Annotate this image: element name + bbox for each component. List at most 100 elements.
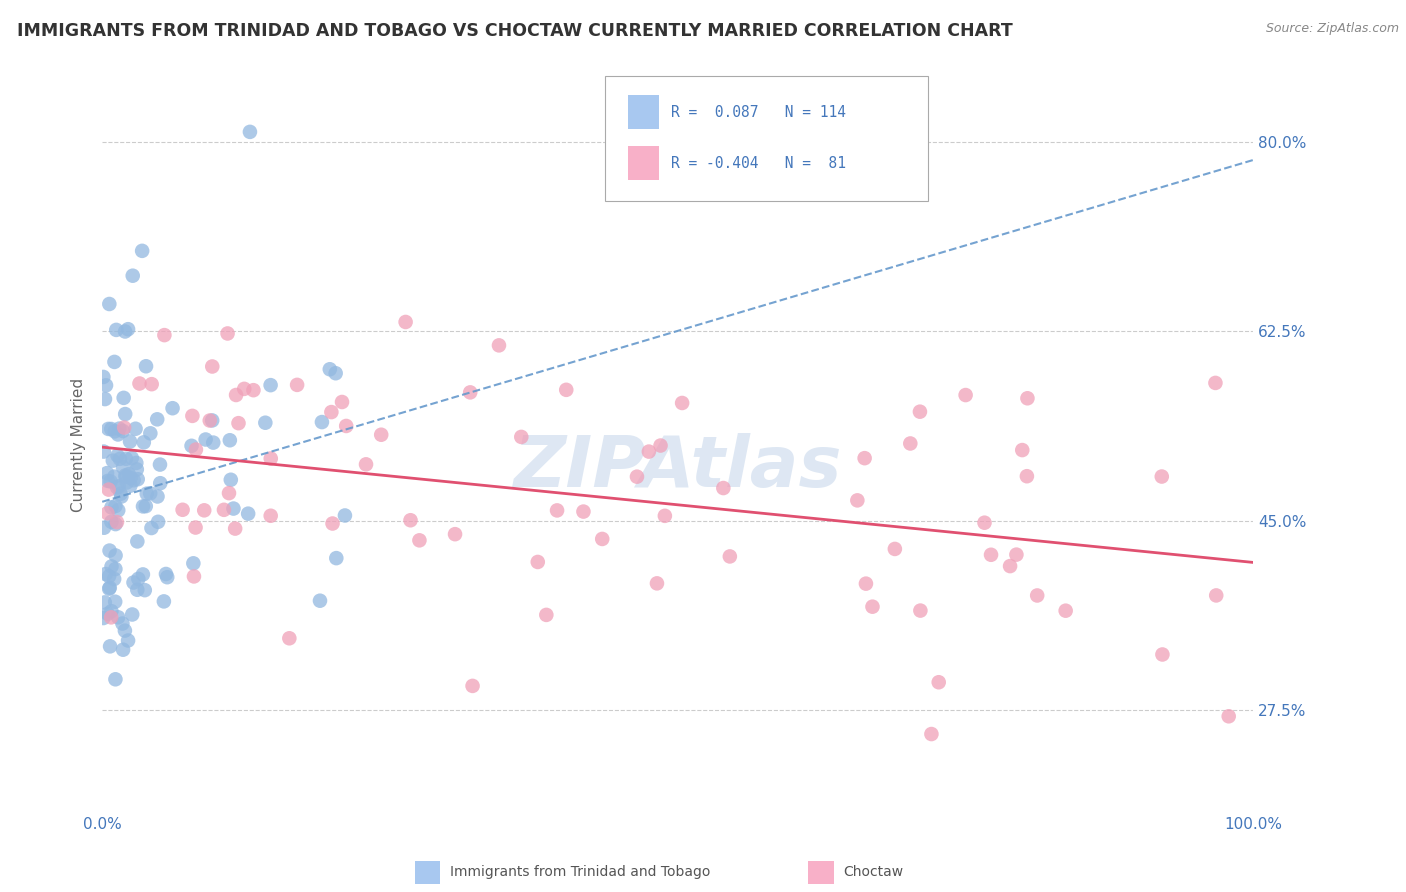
Point bbox=[408, 533, 430, 548]
Point bbox=[149, 458, 172, 472]
Point bbox=[155, 566, 177, 581]
Point bbox=[156, 570, 179, 584]
Point bbox=[394, 315, 416, 329]
Point bbox=[319, 362, 342, 376]
Point bbox=[650, 438, 672, 452]
Point bbox=[107, 449, 129, 463]
Point bbox=[172, 503, 194, 517]
Point bbox=[1205, 589, 1227, 603]
Point bbox=[184, 520, 207, 534]
Point bbox=[202, 435, 225, 450]
Point bbox=[458, 385, 481, 400]
Point bbox=[98, 582, 121, 596]
Text: IMMIGRANTS FROM TRINIDAD AND TOBAGO VS CHOCTAW CURRENTLY MARRIED CORRELATION CHA: IMMIGRANTS FROM TRINIDAD AND TOBAGO VS C… bbox=[17, 22, 1012, 40]
Point bbox=[107, 479, 129, 493]
Point bbox=[201, 413, 224, 427]
Point bbox=[107, 427, 129, 442]
Point bbox=[862, 599, 884, 614]
Point bbox=[998, 559, 1021, 574]
Point bbox=[104, 549, 127, 563]
Point bbox=[149, 476, 172, 491]
Point bbox=[105, 480, 128, 494]
Point bbox=[910, 604, 932, 618]
Point bbox=[121, 268, 143, 283]
Point bbox=[94, 595, 117, 609]
Point bbox=[488, 338, 510, 352]
Point bbox=[536, 607, 558, 622]
Point bbox=[183, 569, 205, 583]
Point bbox=[94, 567, 117, 582]
Point bbox=[93, 444, 115, 458]
Point bbox=[218, 486, 240, 500]
Point bbox=[260, 508, 283, 523]
Point bbox=[98, 543, 121, 558]
Point bbox=[908, 405, 931, 419]
Point bbox=[127, 534, 149, 549]
Point bbox=[110, 487, 132, 501]
Point bbox=[135, 486, 157, 500]
Point bbox=[121, 450, 143, 465]
Point bbox=[980, 548, 1002, 562]
Point bbox=[120, 478, 142, 492]
Point bbox=[311, 415, 333, 429]
Point bbox=[1026, 589, 1049, 603]
Point bbox=[120, 471, 142, 485]
Point bbox=[100, 500, 122, 515]
Point bbox=[325, 551, 347, 566]
Point bbox=[114, 470, 136, 484]
Point bbox=[330, 395, 353, 409]
Point bbox=[132, 567, 155, 582]
Point bbox=[118, 434, 141, 449]
Point bbox=[153, 328, 176, 343]
Point bbox=[260, 451, 283, 466]
Point bbox=[122, 473, 145, 487]
Point bbox=[285, 377, 308, 392]
Point bbox=[103, 469, 125, 483]
Point bbox=[100, 515, 122, 529]
Point bbox=[181, 409, 204, 423]
Point bbox=[94, 378, 117, 392]
Point bbox=[219, 473, 242, 487]
Point bbox=[1150, 469, 1173, 483]
Point bbox=[146, 412, 169, 426]
Point bbox=[111, 424, 134, 438]
Point bbox=[128, 376, 150, 391]
Point bbox=[370, 427, 392, 442]
Point bbox=[115, 451, 138, 466]
Text: Immigrants from Trinidad and Tobago: Immigrants from Trinidad and Tobago bbox=[450, 865, 710, 880]
Text: R = -0.404   N =  81: R = -0.404 N = 81 bbox=[671, 156, 845, 170]
Point bbox=[134, 583, 156, 598]
Point bbox=[153, 594, 176, 608]
Point bbox=[135, 499, 157, 513]
Point bbox=[855, 576, 877, 591]
Point bbox=[198, 413, 221, 427]
Point bbox=[97, 607, 120, 621]
Point bbox=[973, 516, 995, 530]
Point bbox=[222, 501, 245, 516]
Point bbox=[546, 503, 568, 517]
Point bbox=[1015, 469, 1038, 483]
Point bbox=[100, 475, 122, 489]
Point bbox=[354, 458, 377, 472]
Point bbox=[335, 419, 357, 434]
Point bbox=[97, 422, 120, 436]
Point bbox=[98, 569, 121, 583]
Point bbox=[638, 444, 661, 458]
Point bbox=[100, 422, 122, 436]
Point bbox=[626, 469, 648, 483]
Point bbox=[112, 642, 135, 657]
Point bbox=[127, 572, 149, 586]
Point bbox=[218, 434, 240, 448]
Point bbox=[118, 467, 141, 482]
Point bbox=[93, 611, 115, 625]
Point bbox=[309, 593, 332, 607]
Text: Source: ZipAtlas.com: Source: ZipAtlas.com bbox=[1265, 22, 1399, 36]
Point bbox=[112, 420, 135, 434]
Point bbox=[132, 435, 155, 450]
Point bbox=[233, 382, 256, 396]
Point bbox=[184, 442, 207, 457]
Point bbox=[110, 490, 132, 504]
Point bbox=[93, 521, 115, 535]
Point bbox=[1005, 548, 1028, 562]
Text: ZIPAtlas: ZIPAtlas bbox=[513, 433, 842, 501]
